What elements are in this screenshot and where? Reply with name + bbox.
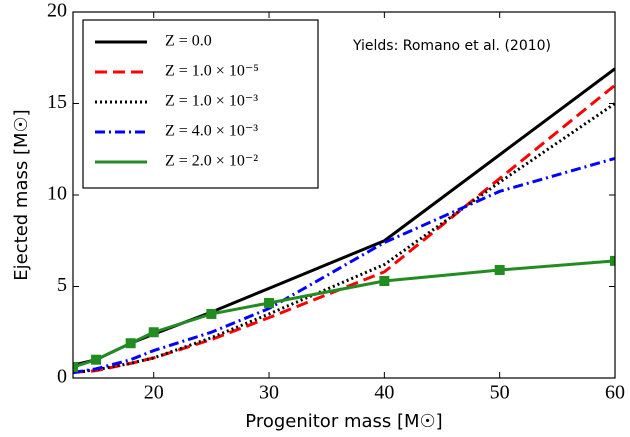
x-tick-label: 40 bbox=[374, 382, 394, 404]
legend-label: Z = 1.0 × 10⁻³ bbox=[165, 93, 258, 110]
y-tick-label: 0 bbox=[57, 366, 67, 388]
x-axis-label: Progenitor mass [M☉] bbox=[245, 411, 442, 432]
y-tick-label: 20 bbox=[47, 0, 67, 22]
marker bbox=[73, 362, 78, 373]
marker bbox=[206, 308, 217, 319]
plot-frame bbox=[72, 11, 616, 379]
y-axis-label: Ejected mass [M☉] bbox=[11, 109, 32, 280]
annotation: Yields: Romano et al. (2010) bbox=[352, 38, 551, 54]
legend-box bbox=[82, 19, 319, 189]
x-tick-label: 50 bbox=[490, 382, 510, 404]
marker bbox=[148, 327, 159, 338]
marker bbox=[494, 265, 505, 276]
legend-label: Z = 1.0 × 10⁻⁵ bbox=[165, 63, 259, 80]
marker bbox=[264, 297, 275, 308]
marker bbox=[125, 338, 136, 349]
x-tick-label: 30 bbox=[259, 382, 279, 404]
x-tick-label: 20 bbox=[144, 382, 164, 404]
series-line bbox=[73, 156, 615, 374]
y-tick-label: 10 bbox=[47, 183, 67, 205]
marker bbox=[379, 276, 390, 287]
legend-label: Z = 2.0 × 10⁻² bbox=[165, 153, 258, 170]
y-tick-label: 5 bbox=[57, 274, 67, 296]
y-tick-label: 15 bbox=[47, 91, 67, 113]
legend-label: Z = 0.0 bbox=[165, 33, 212, 50]
legend-label: Z = 4.0 × 10⁻³ bbox=[165, 123, 258, 140]
marker bbox=[610, 255, 615, 266]
x-tick-label: 60 bbox=[605, 382, 625, 404]
marker bbox=[91, 354, 102, 365]
